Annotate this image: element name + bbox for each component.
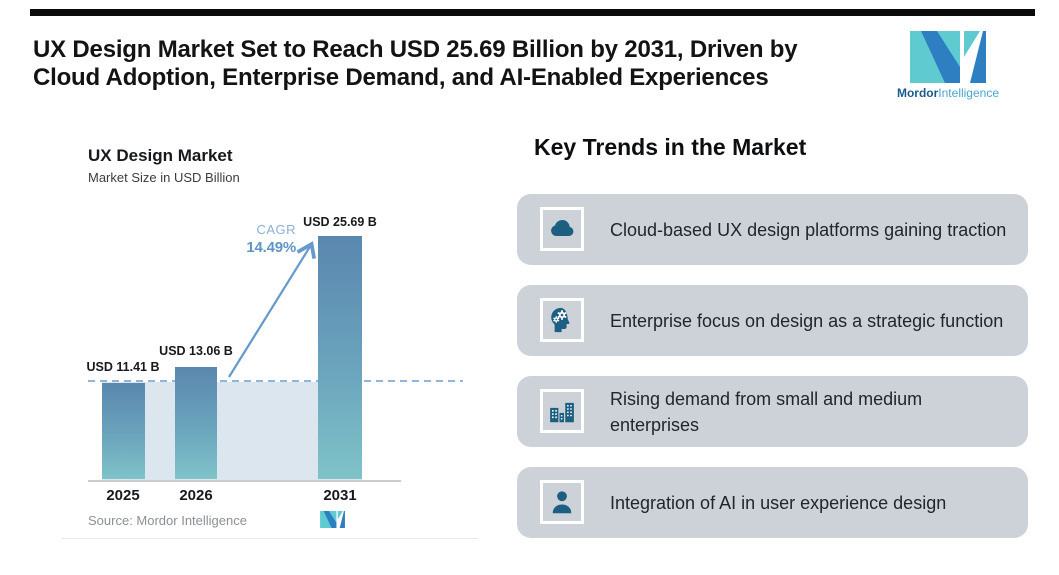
x-tick-2026: 2026 [179,487,213,504]
market-chart: UX Design Market Market Size in USD Bill… [62,132,478,539]
cagr-value: 14.49% [246,239,296,256]
cagr-label: CAGR [256,222,296,237]
brand-name: MordorIntelligence [888,86,1008,100]
trend-icon-box [540,207,584,251]
bar-value-label: USD 25.69 B [303,215,377,229]
page-title-line1: UX Design Market Set to Reach USD 25.69 … [33,36,798,63]
head-gears-icon [551,307,570,333]
trend-text: Rising demand from small and medium ente… [610,388,923,435]
person-icon [552,491,572,514]
mordor-intelligence-logo-icon [910,31,986,83]
x-tick-2031: 2031 [323,487,357,504]
page-title-line2: Cloud Adoption, Enterprise Demand, and A… [33,64,769,91]
trend-text: Integration of AI in user experience des… [610,492,947,513]
cloud-icon [551,220,574,236]
chart-title: UX Design Market [88,146,233,165]
source-caption: Source: Mordor Intelligence [88,513,247,528]
trend-icon-box [540,298,584,342]
trend-text: Cloud-based UX design platforms gaining … [610,219,1007,240]
bar-2026 [175,367,217,479]
bar-value-label: USD 11.41 B [86,360,160,374]
mordor-mini-logo-icon [320,511,345,528]
trend-card-ai: Integration of AI in user experience des… [517,467,1028,538]
x-axis-line [88,480,401,482]
buildings-icon [550,402,574,423]
page-title: UX Design Market Set to Reach USD 25.69 … [33,36,863,92]
trend-card-sme: Rising demand from small and medium ente… [517,376,1028,447]
chart-subtitle: Market Size in USD Billion [88,170,240,185]
trend-card-cloud: Cloud-based UX design platforms gaining … [517,194,1028,265]
bar-2025 [102,383,145,479]
brand-name-light: Intelligence [938,86,1000,100]
trend-icon-box [540,389,584,433]
dashed-reference-line [88,380,463,382]
brand-name-bold: Mordor [896,86,939,100]
trends-heading: Key Trends in the Market [534,134,807,160]
bar-2031 [318,236,362,479]
bar-value-label: USD 13.06 B [159,344,233,358]
brand-logo: MordorIntelligence [888,31,1008,100]
top-accent-bar [30,9,1035,16]
trend-icon-box [540,480,584,524]
trend-card-enterprise: Enterprise focus on design as a strategi… [517,285,1028,356]
x-tick-2025: 2025 [106,487,140,504]
trend-text: Enterprise focus on design as a strategi… [610,310,1004,331]
cagr-annotation: CAGR 14.49% [210,222,296,256]
